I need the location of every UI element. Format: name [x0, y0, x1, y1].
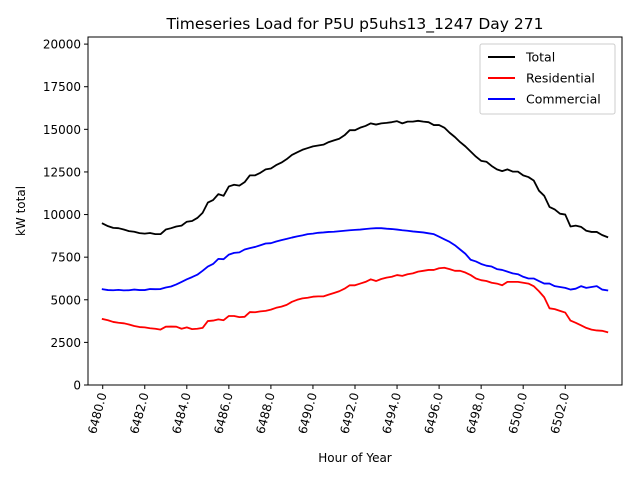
- chart-title: Timeseries Load for P5U p5uhs13_1247 Day…: [166, 15, 544, 34]
- series-line-residential: [101, 266, 609, 334]
- series-lines: [101, 119, 609, 334]
- legend-label-commercial: Commercial: [526, 92, 601, 107]
- y-tick-label: 12500: [43, 165, 81, 179]
- y-tick-label: 20000: [43, 38, 81, 52]
- y-axis-label: kW total: [14, 186, 28, 236]
- y-tick-label: 0: [73, 379, 81, 393]
- legend-label-total: Total: [525, 50, 555, 65]
- y-tick-label: 15000: [43, 123, 81, 137]
- legend-label-residential: Residential: [526, 71, 595, 86]
- legend: Total Residential Commercial: [479, 43, 616, 115]
- y-tick-label: 5000: [50, 293, 81, 307]
- y-tick-label: 2500: [50, 336, 81, 350]
- y-tick-label: 7500: [50, 251, 81, 265]
- legend-box: [479, 43, 616, 115]
- x-axis-label: Hour of Year: [318, 451, 392, 465]
- series-line-total: [101, 119, 609, 239]
- series-line-commercial: [101, 227, 609, 292]
- y-axis: 0 2500 5000 7500 10000 12500 15000 17500 20000: [43, 38, 88, 393]
- y-tick-label: 17500: [43, 80, 81, 94]
- y-tick-label: 10000: [43, 208, 81, 222]
